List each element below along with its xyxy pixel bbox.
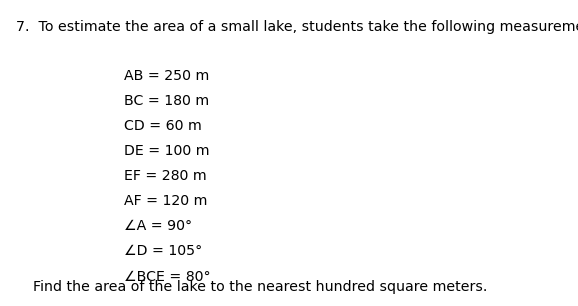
Text: ∠A = 90°: ∠A = 90°: [124, 219, 192, 233]
Text: Find the area of the lake to the nearest hundred square meters.: Find the area of the lake to the nearest…: [33, 280, 487, 294]
Text: ∠BCE = 80°: ∠BCE = 80°: [124, 270, 211, 284]
Text: AB = 250 m: AB = 250 m: [124, 69, 209, 83]
Text: EF = 280 m: EF = 280 m: [124, 169, 207, 183]
Text: CD = 60 m: CD = 60 m: [124, 119, 202, 133]
Text: AF = 120 m: AF = 120 m: [124, 194, 208, 208]
Text: DE = 100 m: DE = 100 m: [124, 144, 210, 158]
Text: 7.  To estimate the area of a small lake, students take the following measuremen: 7. To estimate the area of a small lake,…: [16, 20, 578, 34]
Text: BC = 180 m: BC = 180 m: [124, 94, 209, 108]
Text: ∠D = 105°: ∠D = 105°: [124, 244, 202, 259]
